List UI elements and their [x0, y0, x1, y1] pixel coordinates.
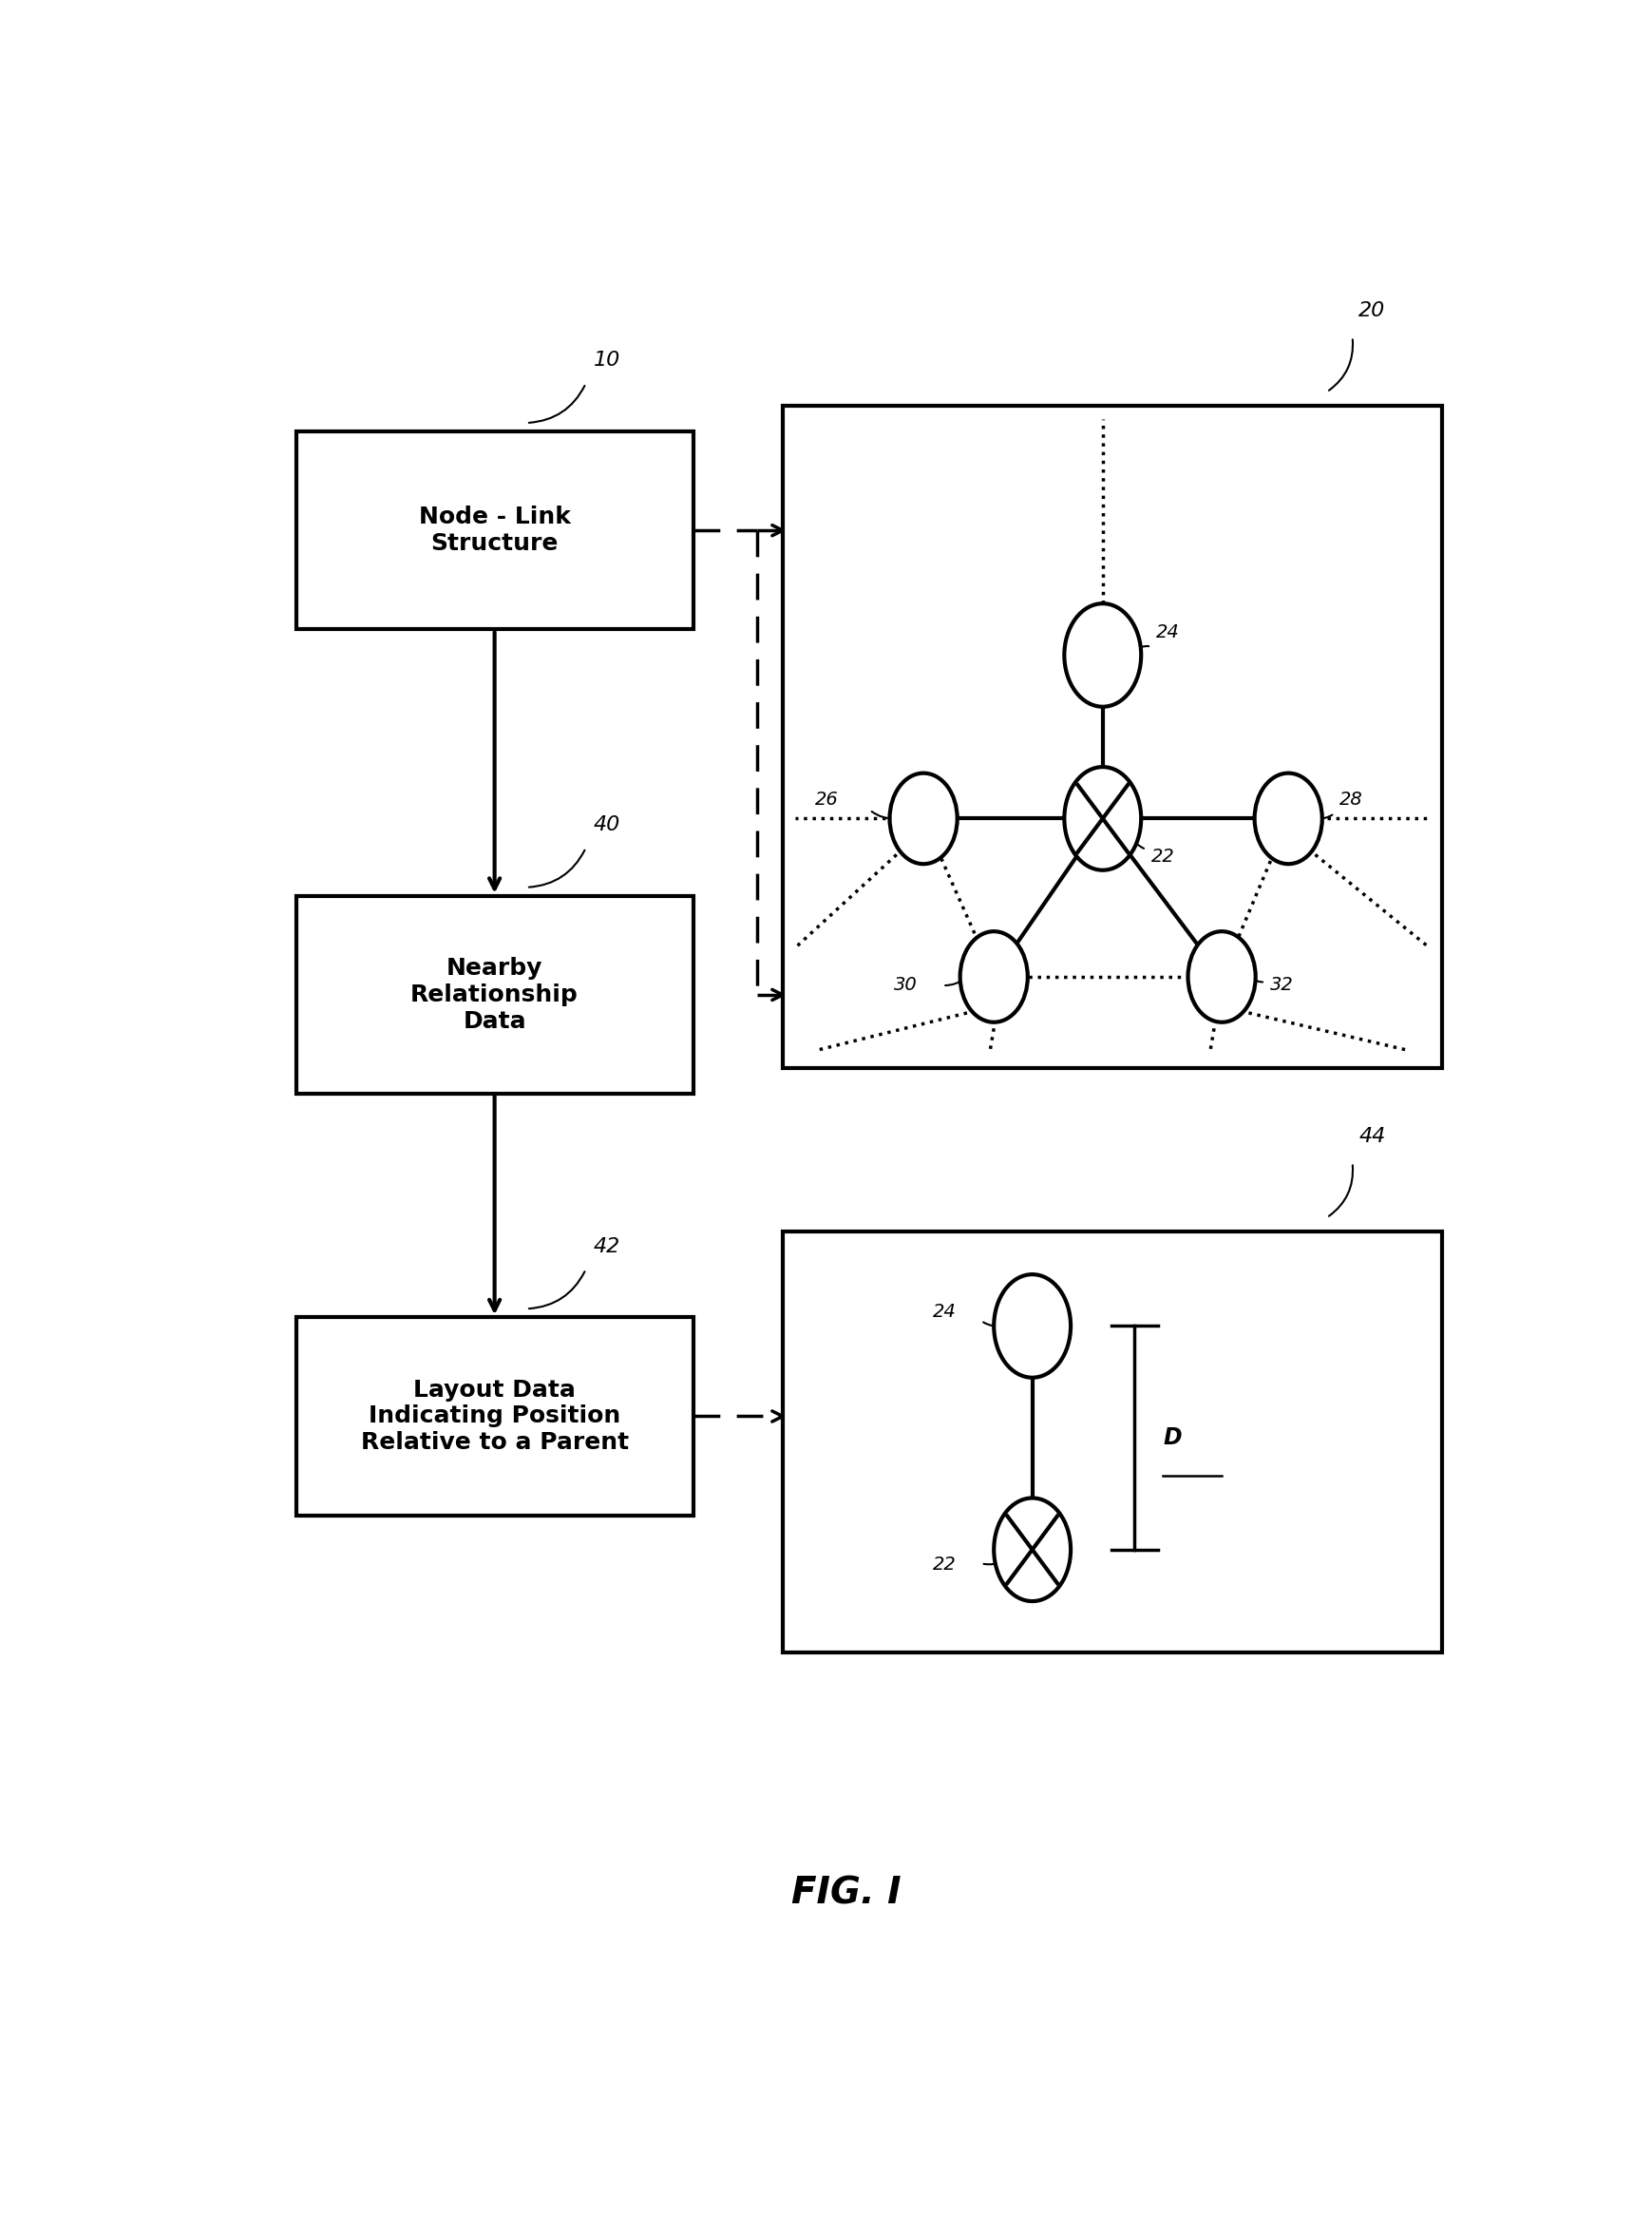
Text: 24: 24	[1156, 623, 1180, 641]
Text: 42: 42	[593, 1238, 621, 1256]
Text: 22: 22	[932, 1557, 957, 1575]
Text: 20: 20	[1360, 302, 1386, 319]
Bar	[296, 431, 694, 630]
Circle shape	[1064, 766, 1142, 869]
Circle shape	[1064, 603, 1142, 706]
Bar	[296, 896, 694, 1095]
Text: 24: 24	[932, 1302, 957, 1320]
Circle shape	[1254, 773, 1322, 865]
Text: 22: 22	[1151, 847, 1175, 865]
Text: 32: 32	[1270, 976, 1294, 994]
Text: 40: 40	[593, 815, 621, 833]
Circle shape	[995, 1273, 1070, 1378]
Bar	[783, 1231, 1442, 1653]
Bar	[296, 1318, 694, 1515]
Circle shape	[1188, 932, 1256, 1023]
Text: 30: 30	[894, 976, 917, 994]
Text: 26: 26	[814, 791, 838, 809]
Text: Nearby
Relationship
Data: Nearby Relationship Data	[411, 956, 578, 1032]
Circle shape	[890, 773, 957, 865]
Circle shape	[960, 932, 1028, 1023]
Text: 10: 10	[593, 351, 621, 371]
Circle shape	[995, 1499, 1070, 1602]
Text: 44: 44	[1360, 1126, 1386, 1146]
Text: Layout Data
Indicating Position
Relative to a Parent: Layout Data Indicating Position Relative…	[360, 1378, 628, 1454]
Text: D: D	[1163, 1425, 1181, 1450]
Text: 28: 28	[1340, 791, 1363, 809]
Bar	[783, 407, 1442, 1068]
Text: FIG. I: FIG. I	[791, 1877, 902, 1912]
Text: Node - Link
Structure: Node - Link Structure	[418, 505, 570, 554]
